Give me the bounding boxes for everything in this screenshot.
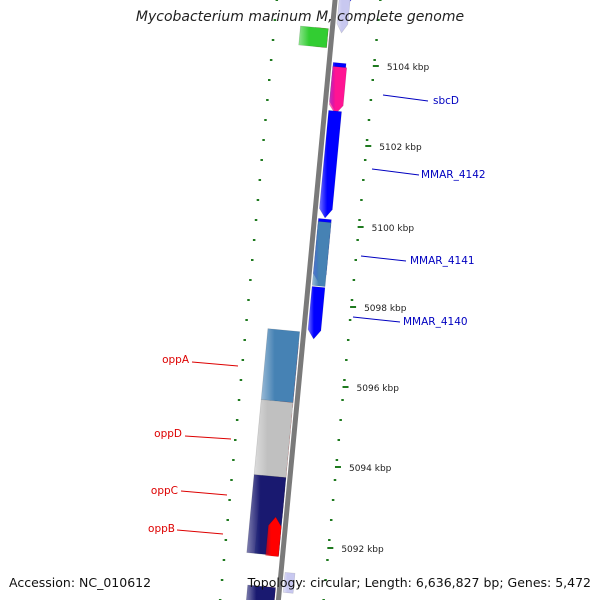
gene-oppa — [260, 328, 301, 403]
gene-label-oppd: oppD — [154, 428, 182, 440]
gene-mmar-4141 — [311, 221, 332, 287]
gene-forward — [282, 572, 296, 594]
gene-sbcd — [328, 66, 348, 115]
gene-mmar-4142 — [319, 110, 342, 219]
gene-forward — [336, 0, 351, 34]
accession-text: Accession: NC_010612 — [9, 575, 152, 590]
label-leader-line — [352, 316, 401, 323]
label-leader-line — [176, 529, 224, 535]
genome-backbone — [275, 0, 338, 600]
gene-label-sbcd: sbcD — [433, 95, 459, 107]
gene-oppd — [253, 399, 294, 478]
scale-label: 5104 kbp — [387, 63, 430, 73]
gene-label-mmar-4141: MMAR_4141 — [410, 255, 475, 267]
gene-oppb-partner — [265, 516, 282, 557]
genome-title: Mycobacterium marinum M, complete genome — [135, 9, 465, 25]
gene-label-oppc: oppC — [151, 485, 178, 497]
scale-label: 5092 kbp — [341, 545, 384, 555]
label-leader-line — [382, 94, 429, 102]
gene-label-oppa: oppA — [162, 354, 190, 366]
scale-label: 5102 kbp — [379, 143, 422, 153]
label-leader-line — [184, 435, 232, 440]
scale-label: 5096 kbp — [357, 384, 400, 394]
scale-label: 5098 kbp — [364, 304, 407, 314]
label-leader-line — [371, 168, 420, 176]
scale-label: 5100 kbp — [372, 224, 415, 234]
gene-label-mmar-4140: MMAR_4140 — [403, 316, 468, 328]
label-leader-line — [191, 361, 239, 367]
gene-oppb — [246, 474, 287, 556]
label-leader-line — [360, 255, 407, 262]
scale-label: 5094 kbp — [349, 464, 392, 474]
gene-reverse — [298, 25, 329, 48]
gene-label-mmar-4142: MMAR_4142 — [421, 169, 486, 181]
gene-mmar-4140 — [307, 286, 326, 340]
label-leader-line — [180, 490, 228, 496]
gene-label-oppb: oppB — [148, 523, 175, 535]
topology-text: Topology: circular; Length: 6,636,827 bp… — [247, 575, 591, 590]
